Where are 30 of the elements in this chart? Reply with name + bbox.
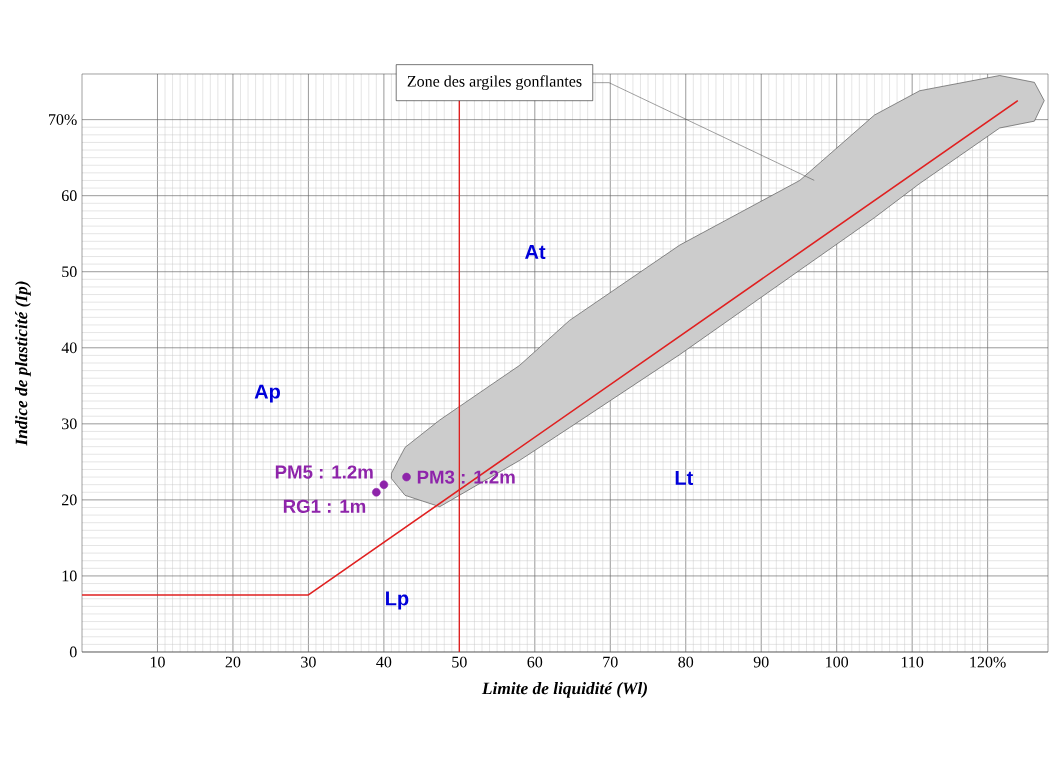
x-tick-label: 120%: [970, 656, 1006, 668]
annotation: Ap: [254, 384, 280, 403]
y-tick-label: 0: [69, 646, 77, 658]
x-tick-label: 70: [603, 656, 618, 668]
x-tick-label: 110: [901, 656, 924, 668]
x-tick-label: 50: [452, 656, 467, 668]
annotation: Lt: [675, 471, 694, 485]
annotation: Lp: [386, 591, 409, 610]
y-tick-label: 70%: [49, 114, 77, 126]
x-tick-label: 40: [376, 656, 392, 668]
x-tick-label: 80: [678, 656, 694, 668]
y-tick-label: 40: [61, 342, 77, 354]
x-tick-label: 10: [150, 656, 165, 668]
y-axis-title: Indice de plasticité (Ip): [15, 281, 31, 446]
y-tick-label: 50: [62, 266, 77, 278]
y-tick-label: 20: [62, 494, 77, 506]
x-tick-label: 30: [301, 656, 316, 668]
x-tick-label: 90: [753, 656, 769, 668]
x-axis-title: Limite de liquidité (Wl): [481, 682, 647, 698]
series-label: PM3 : 1.2m: [417, 470, 515, 484]
y-tick-label: 10: [62, 570, 77, 582]
annotation: At: [525, 245, 546, 259]
series-label: PM5 : 1.2m: [275, 465, 373, 479]
annotation: Zone des argiles gonflantes: [407, 75, 582, 91]
x-tick-label: 60: [527, 656, 543, 668]
x-tick-label: 100: [826, 656, 849, 668]
x-tick-label: 20: [225, 656, 241, 668]
y-tick-label: 30: [62, 418, 77, 430]
y-tick-label: 60: [61, 190, 77, 202]
series-label: RG1 : 1m: [283, 499, 366, 513]
